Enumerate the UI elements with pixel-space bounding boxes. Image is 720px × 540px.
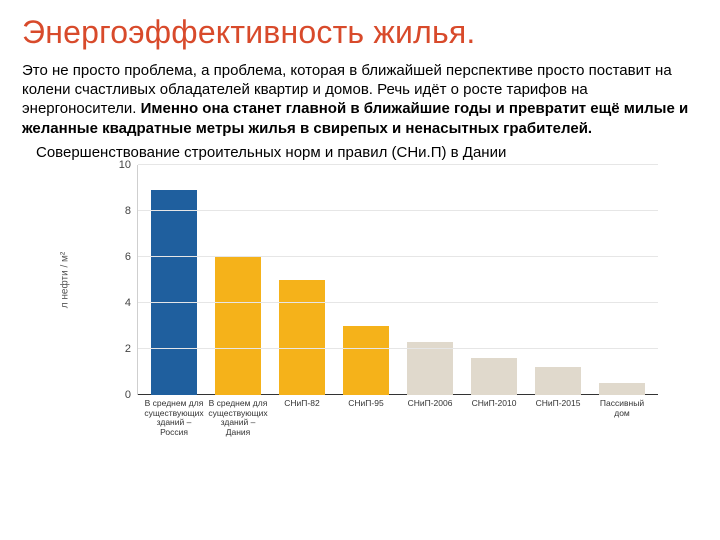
bar — [151, 190, 197, 395]
x-labels-group: В среднем для существующих зданий – Росс… — [138, 395, 658, 438]
bar-slot — [142, 165, 206, 395]
grid-line — [138, 302, 658, 303]
bar-slot — [206, 165, 270, 395]
x-tick-label: В среднем для существующих зданий – Дани… — [206, 399, 270, 438]
x-tick-label: СНиП-95 — [334, 399, 398, 438]
grid-line — [138, 164, 658, 165]
bar — [279, 280, 325, 395]
y-tick-label: 8 — [97, 205, 131, 217]
slide: Энергоэффективность жилья. Это не просто… — [0, 0, 720, 540]
bar — [343, 326, 389, 395]
x-tick-label: СНиП-82 — [270, 399, 334, 438]
bar-chart: л нефти / м² В среднем для существующих … — [97, 165, 658, 395]
bars-group — [138, 165, 658, 395]
plot-area: В среднем для существующих зданий – Росс… — [137, 165, 658, 395]
x-tick-label: СНиП-2006 — [398, 399, 462, 438]
bar — [407, 342, 453, 395]
y-axis-label: л нефти / м² — [59, 252, 70, 308]
bar — [599, 383, 645, 395]
y-tick-label: 6 — [97, 251, 131, 263]
y-tick-label: 4 — [97, 297, 131, 309]
grid-line — [138, 210, 658, 211]
bar — [215, 257, 261, 395]
chart-subtitle: Совершенствование строительных норм и пр… — [36, 144, 698, 161]
x-tick-label: В среднем для существующих зданий – Росс… — [142, 399, 206, 438]
bar-slot — [270, 165, 334, 395]
bar — [535, 367, 581, 395]
y-tick-label: 2 — [97, 343, 131, 355]
x-tick-label: СНиП-2015 — [526, 399, 590, 438]
y-tick-label: 0 — [97, 389, 131, 401]
slide-title: Энергоэффективность жилья. — [22, 14, 698, 51]
bar-slot — [334, 165, 398, 395]
y-tick-label: 10 — [97, 159, 131, 171]
chart-container: л нефти / м² В среднем для существующих … — [97, 165, 658, 395]
x-tick-label: Пассивный дом — [590, 399, 654, 438]
bar-slot — [526, 165, 590, 395]
body-paragraph: Это не просто проблема, а проблема, кото… — [22, 61, 698, 138]
grid-line — [138, 256, 658, 257]
x-tick-label: СНиП-2010 — [462, 399, 526, 438]
bar-slot — [462, 165, 526, 395]
bar-slot — [398, 165, 462, 395]
bar — [471, 358, 517, 395]
bar-slot — [590, 165, 654, 395]
grid-line — [138, 348, 658, 349]
